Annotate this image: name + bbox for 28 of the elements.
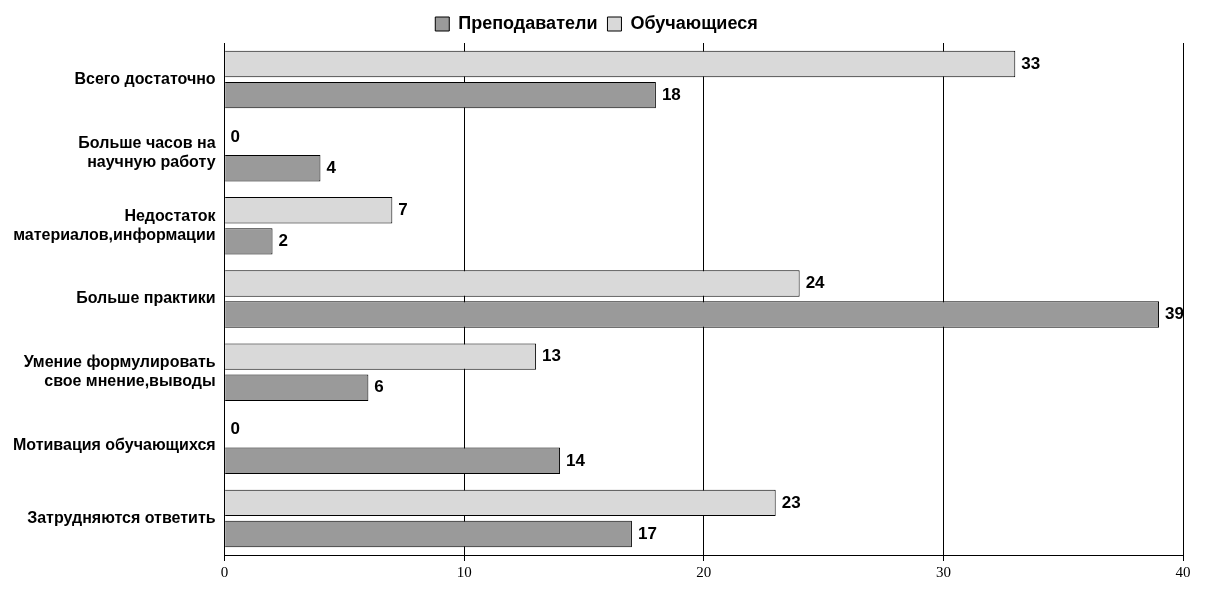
data-label: 33 <box>1021 53 1041 73</box>
data-label: 0 <box>230 126 241 146</box>
x-tick-label: 20 <box>696 563 712 580</box>
y-tick-label: Больше часов на научную работу <box>78 133 216 170</box>
data-label: 18 <box>661 84 681 104</box>
x-tick-label: 30 <box>935 563 951 580</box>
y-tick-label: Всего достаточно <box>74 69 216 87</box>
y-tick-label: Мотивация обучающихся <box>12 435 216 453</box>
data-label: 4 <box>326 157 337 177</box>
data-label: 17 <box>637 523 657 543</box>
data-label: 24 <box>805 273 826 293</box>
y-tick-label: Недостаток материалов,информации <box>13 206 217 243</box>
y-tick-label: Умение формулировать свое мнение,выводы <box>23 352 216 390</box>
y-tick-label: Затрудняются ответить <box>27 508 216 526</box>
x-tick-label: 0 <box>220 563 229 580</box>
data-label: 14 <box>566 450 586 470</box>
legend-label: Обучающиеся <box>630 12 758 33</box>
data-label: 0 <box>230 419 241 439</box>
x-tick-label: 10 <box>456 563 472 580</box>
data-label: 13 <box>542 346 562 366</box>
data-label: 2 <box>278 231 289 251</box>
data-label: 23 <box>781 492 801 512</box>
data-label: 6 <box>374 377 384 397</box>
legend-label: Преподаватели <box>458 12 598 33</box>
data-label: 39 <box>1165 304 1184 324</box>
x-tick-label: 40 <box>1175 563 1191 580</box>
y-tick-label: Больше практики <box>76 289 216 307</box>
data-label: 7 <box>398 200 408 219</box>
